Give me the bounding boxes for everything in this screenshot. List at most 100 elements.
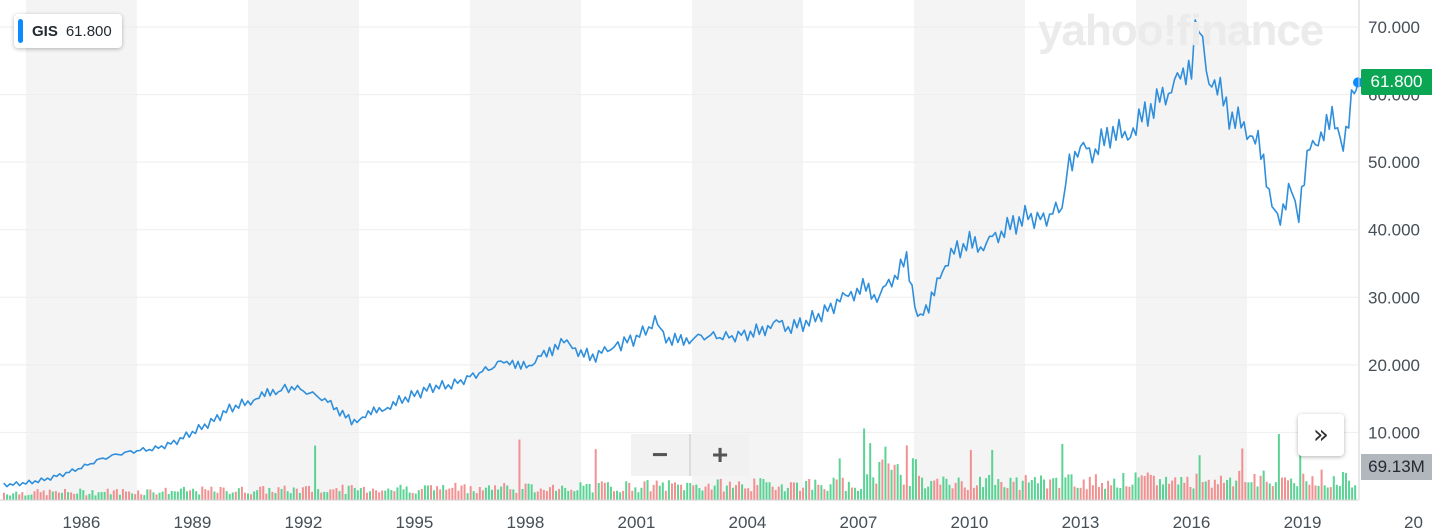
volume-bar	[588, 483, 591, 500]
volume-bar	[884, 446, 887, 500]
volume-bar	[994, 484, 997, 500]
volume-bar	[1332, 476, 1335, 500]
volume-bar	[125, 491, 127, 500]
volume-bar	[728, 481, 731, 500]
volume-bar	[1201, 482, 1204, 500]
volume-bar	[314, 445, 317, 500]
volume-bar	[491, 489, 493, 500]
volume-bar	[140, 494, 143, 500]
volume-bar	[381, 490, 384, 500]
volume-bar	[338, 491, 341, 500]
volume-bar	[201, 486, 204, 500]
year-bands	[25, 0, 1247, 500]
volume-bar	[1171, 480, 1174, 500]
volume-bar	[1006, 488, 1009, 500]
volume-bar	[570, 489, 573, 500]
volume-bar	[1128, 486, 1131, 500]
volume-bar	[45, 495, 48, 500]
volume-bar	[646, 480, 649, 500]
volume-bar	[73, 493, 76, 500]
volume-bar	[27, 495, 30, 500]
volume-bar	[698, 488, 701, 500]
volume-bar	[1287, 480, 1290, 500]
year-band	[1135, 0, 1247, 500]
volume-bar	[1335, 484, 1338, 500]
volume-bar	[100, 492, 103, 500]
year-band	[691, 0, 803, 500]
volume-bar	[320, 492, 323, 500]
scroll-forward-button[interactable]: »	[1298, 414, 1344, 456]
volume-bar	[1277, 433, 1280, 500]
volume-bar	[924, 488, 927, 500]
volume-bar	[344, 493, 347, 500]
volume-bar	[744, 488, 747, 500]
volume-bar	[777, 486, 780, 500]
volume-bar	[1162, 484, 1164, 500]
volume-bar	[1226, 479, 1229, 500]
volume-bar	[15, 491, 18, 500]
volume-bar	[1082, 479, 1085, 500]
volume-bar	[963, 487, 966, 500]
volume-bar	[39, 492, 42, 500]
volume-bar	[173, 491, 176, 500]
volume-bar	[911, 458, 914, 500]
volume-bar	[402, 489, 405, 500]
volume-bar	[268, 487, 271, 500]
volume-bar	[1305, 481, 1308, 500]
y-tick-label: 10.000	[1368, 423, 1420, 442]
volume-bar	[423, 485, 426, 500]
volume-bar	[503, 483, 506, 500]
volume-bar	[469, 486, 472, 500]
volume-bar	[942, 476, 945, 500]
volume-bar	[545, 491, 548, 500]
volume-bar	[372, 488, 375, 500]
y-tick-label: 70.000	[1368, 18, 1420, 37]
volume-bar	[1345, 472, 1347, 500]
volume-bar	[439, 489, 442, 500]
volume-bar	[393, 491, 396, 500]
year-band	[469, 0, 581, 500]
zoom-out-button[interactable]: −	[631, 434, 689, 476]
volume-bar	[396, 487, 399, 500]
volume-bar	[118, 494, 121, 500]
volume-bar	[628, 482, 631, 500]
volume-bar	[216, 492, 219, 500]
volume-bar	[536, 491, 539, 500]
volume-bar	[939, 484, 942, 500]
volume-bar	[957, 477, 960, 500]
volume-bar	[1329, 487, 1332, 500]
volume-bar	[722, 491, 725, 500]
volume-bar	[527, 483, 530, 500]
volume-bar	[1326, 487, 1329, 500]
zoom-in-button[interactable]: +	[691, 434, 749, 476]
legend-chip[interactable]: GIS 61.800	[14, 14, 122, 48]
volume-bar	[686, 482, 689, 500]
volume-bar	[497, 489, 500, 500]
volume-bar	[6, 494, 9, 500]
volume-bar	[1354, 485, 1357, 500]
volume-bar	[390, 490, 393, 500]
volume-bar	[442, 484, 445, 500]
year-band	[25, 0, 137, 500]
volume-bar	[475, 493, 478, 500]
volume-bar	[115, 489, 118, 500]
volume-bar	[36, 489, 39, 500]
volume-bar	[582, 485, 585, 500]
volume-bar	[558, 488, 561, 500]
volume-bar	[250, 494, 253, 500]
volume-bar	[42, 490, 45, 500]
x-tick-label: 1989	[174, 513, 212, 531]
volume-bar	[317, 489, 320, 500]
x-tick-label: 20	[1404, 513, 1423, 531]
volume-bar	[67, 492, 70, 500]
volume-bar	[1146, 472, 1149, 500]
volume-bar	[1180, 477, 1183, 500]
volume-bar	[817, 484, 820, 500]
volume-bar	[1268, 483, 1271, 500]
volume-bar	[1293, 483, 1296, 500]
volume-bar	[930, 480, 933, 500]
volume-bar	[850, 487, 853, 500]
volume-bar	[1308, 484, 1311, 500]
volume-bar	[341, 484, 344, 500]
volume-bar	[70, 492, 73, 500]
